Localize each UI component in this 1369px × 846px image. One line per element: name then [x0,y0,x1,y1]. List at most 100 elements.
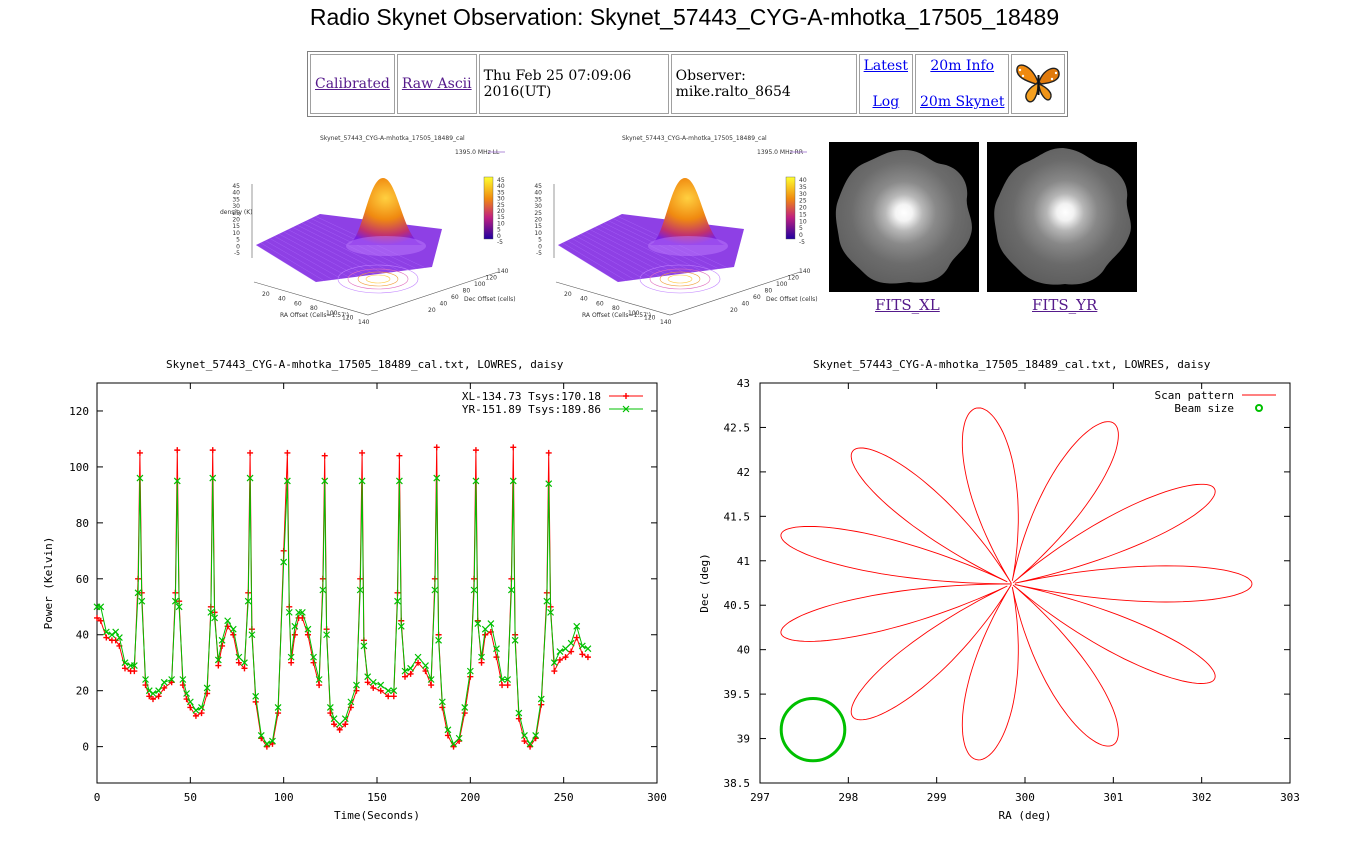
y-tick-label: 42.5 [724,421,751,434]
surface-y-tick: 20 [428,307,436,314]
surface-z-tick: 45 [534,183,542,190]
data-point [377,687,384,694]
data-point [326,704,334,711]
20m-info-link[interactable]: 20m Info [930,58,995,74]
surface-colorbar-tick: 40 [497,183,505,190]
data-point [472,447,479,454]
data-point [94,614,100,621]
surface-z-tick: 25 [534,210,542,217]
surface-x-tick: 40 [278,296,286,303]
x-tick-label: 301 [1103,791,1123,804]
y-axis-label: Dec (deg) [698,553,711,613]
surface-colorbar-tick: 5 [497,227,501,234]
y-tick-label: 120 [69,405,89,418]
data-point [97,603,105,611]
data-point [397,622,405,630]
data-point [218,636,226,644]
fits-xl-image[interactable] [829,142,979,292]
data-point [331,721,338,728]
data-point [252,698,259,705]
data-point [173,477,181,485]
surface-mesh-line [608,220,711,271]
data-point [498,676,506,683]
data-point [521,738,528,745]
surface-mesh-line [590,229,677,275]
surface-y-tick: 120 [486,275,498,282]
plot-frame [96,382,658,784]
log-link[interactable]: Log [872,94,900,110]
data-point [291,622,299,630]
surface-mesh-line [599,225,694,273]
data-point [385,693,392,700]
data-point [370,684,377,691]
surface-title: Skynet_57443_CYG-A-mhotka_17505_18489_ca… [320,135,465,142]
data-point [545,449,552,456]
data-point [287,653,295,661]
data-point [551,668,558,675]
data-point [149,690,157,697]
data-point [246,474,254,482]
surface-peak [650,178,725,245]
latest-link[interactable]: Latest [863,58,908,74]
20m-skynet-link[interactable]: 20m Skynet [920,94,1005,110]
data-point [112,628,120,636]
data-point [377,681,385,689]
x-tick-label: 299 [927,791,947,804]
surface-mesh-line [557,244,619,283]
scan-pattern-path [780,407,1253,761]
surface-mesh-line [274,236,350,278]
x-tick-label: 200 [460,791,480,804]
data-point [130,662,138,669]
surface-x-tick: 20 [262,291,270,298]
surface-ylabel: Dec Offset (cells) [766,296,818,303]
data-point [364,679,371,686]
surface-mesh-line [603,222,703,272]
plot-frame [759,382,1291,784]
butterfly-icon[interactable] [1014,57,1062,107]
calibrated-link[interactable]: Calibrated [315,76,390,92]
nav-cell-calibrated: Calibrated [310,54,395,114]
fits-yr-image[interactable] [987,142,1137,292]
surface-contour [639,264,721,294]
surface-z-tick: 5 [538,237,542,244]
legend-marker [1255,404,1263,412]
fits-yr-link[interactable]: FITS_YR [1032,296,1098,314]
surface-colorbar-tick: -5 [497,239,503,246]
surface-contour [365,274,391,284]
surface-y-tick: 100 [474,281,486,288]
y-tick-label: 41 [737,555,750,568]
data-point [461,704,469,711]
data-point [510,444,517,451]
nav-cell-logo [1011,54,1066,114]
data-point [257,732,265,739]
data-point [183,690,191,697]
surface-z-tick: 30 [534,203,542,210]
surface-mesh-line [306,220,409,271]
data-point [175,603,183,611]
surface-ylabel: Dec Offset (cells) [464,296,516,303]
x-tick-label: 298 [838,791,858,804]
surface-y-tick: 140 [497,268,509,275]
surface-colorbar [785,176,796,240]
data-point [428,682,435,689]
x-tick-label: 0 [94,791,101,804]
nav-table: Calibrated Raw Ascii Thu Feb 25 07:09:06… [307,51,1069,117]
data-point [263,740,271,748]
data-point [395,477,403,485]
nav-cell-datetime: Thu Feb 25 07:09:06 2016(UT) [478,54,669,114]
surface-contour [649,268,711,290]
fits-xl-link[interactable]: FITS_XL [875,296,940,314]
surface-colorbar-tick: 10 [799,218,807,225]
data-point [174,447,181,454]
data-point [136,449,143,456]
data-point [321,452,328,459]
data-point [567,639,575,647]
surface-z-tick: 10 [534,230,542,237]
data-point [384,687,392,695]
raw-ascii-link[interactable]: Raw Ascii [401,76,472,92]
surface-colorbar-tick: 15 [799,211,807,218]
surface-mesh-line [571,238,644,279]
data-point [171,597,179,605]
y-tick-label: 38.5 [724,777,751,790]
data-point [336,720,344,728]
